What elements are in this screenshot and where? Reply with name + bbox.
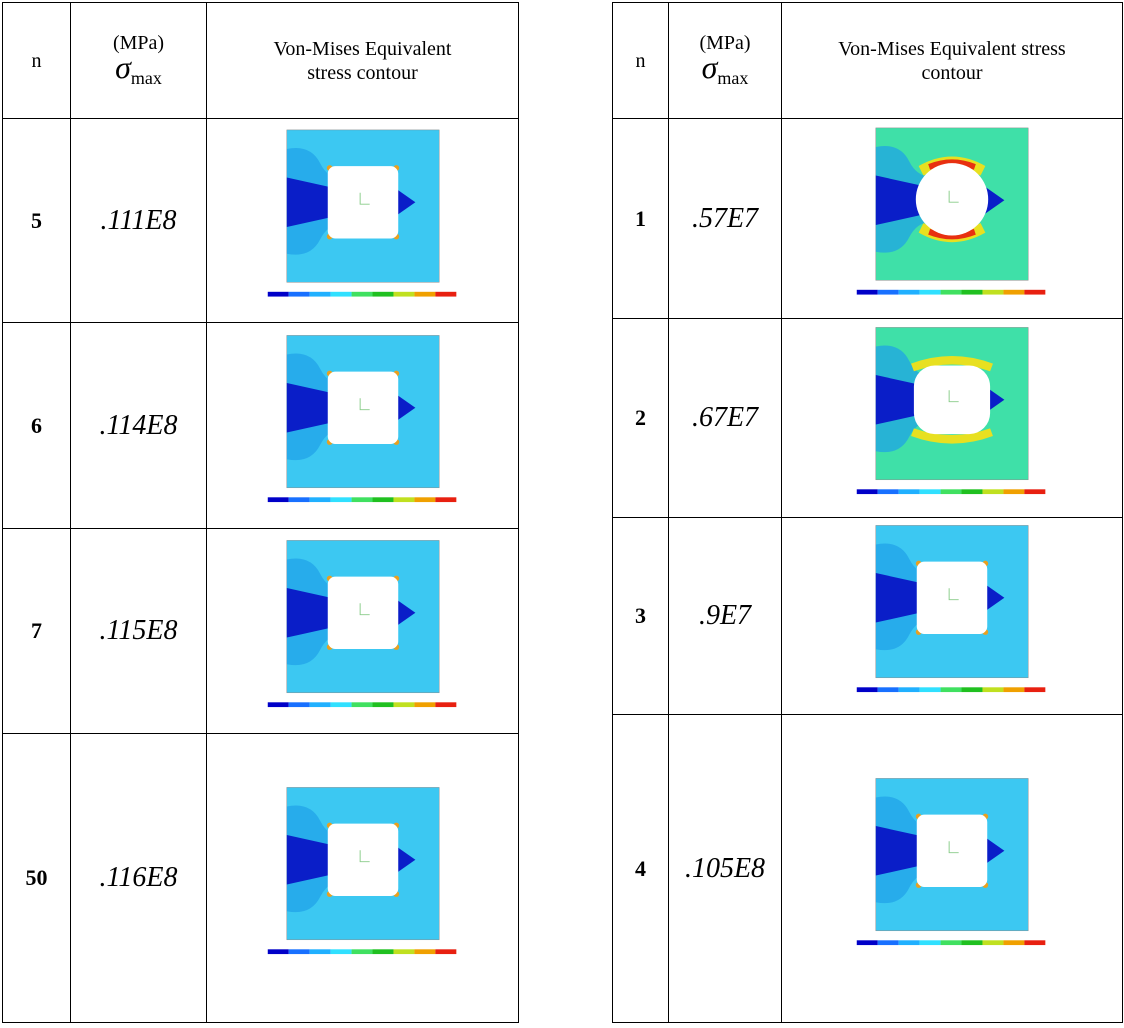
row: 50 .116E8 xyxy=(3,734,519,1023)
contour-cell xyxy=(782,715,1123,1023)
header-contour: Von-Mises Equivalent stress xyxy=(782,37,1122,61)
sigma-value: .57E7 xyxy=(692,203,758,234)
n-cell: 3 xyxy=(613,518,669,715)
n-value: 6 xyxy=(31,413,42,438)
n-cell: 4 xyxy=(613,715,669,1023)
row: 6 .114E8 xyxy=(3,323,519,529)
stress-contour xyxy=(852,769,1052,964)
header-contour: stress contour xyxy=(207,61,518,85)
sigma-value: .111E8 xyxy=(101,205,177,236)
stress-contour xyxy=(852,321,1052,510)
header-unit: (MPa) xyxy=(669,31,781,55)
contour-cell xyxy=(207,734,519,1023)
header-symbol: σ xyxy=(702,49,718,85)
page: {"left_table":{"header":{"n":"n","unit":… xyxy=(0,0,1124,1028)
n-value: 7 xyxy=(31,618,42,643)
header-symbol: σ xyxy=(115,49,131,85)
n-value: 5 xyxy=(31,208,42,233)
header-n: n xyxy=(636,50,646,72)
sigma-cell: .57E7 xyxy=(669,119,782,319)
header-cell: (MPa)σmax xyxy=(669,3,782,119)
n-value: 2 xyxy=(635,405,646,430)
stress-contour xyxy=(263,778,463,973)
sigma-value: .67E7 xyxy=(692,402,758,433)
header-n: n xyxy=(32,50,42,72)
n-value: 1 xyxy=(635,206,646,231)
n-cell: 2 xyxy=(613,319,669,518)
sigma-cell: .9E7 xyxy=(669,518,782,715)
n-cell: 6 xyxy=(3,323,71,529)
stress-contour xyxy=(852,520,1052,707)
sigma-cell: .115E8 xyxy=(71,529,207,734)
sigma-cell: .67E7 xyxy=(669,319,782,518)
sigma-value: .115E8 xyxy=(99,615,177,646)
sigma-value: .114E8 xyxy=(99,410,177,441)
contour-cell xyxy=(207,323,519,529)
contour-cell xyxy=(782,119,1123,319)
sigma-cell: .114E8 xyxy=(71,323,207,529)
stress-contour xyxy=(263,531,463,726)
n-cell: 1 xyxy=(613,119,669,319)
header-contour: Von-Mises Equivalent xyxy=(207,37,518,61)
contour-cell xyxy=(207,119,519,323)
contour-cell xyxy=(782,518,1123,715)
stress-contour xyxy=(263,326,463,521)
header-unit: (MPa) xyxy=(71,31,206,55)
contour-cell xyxy=(207,529,519,734)
header-contour: contour xyxy=(782,61,1122,85)
n-value: 4 xyxy=(635,856,646,881)
row: 5 .111E8 xyxy=(3,119,519,323)
header-cell: (MPa)σmax xyxy=(71,3,207,119)
sigma-value: .9E7 xyxy=(699,600,751,631)
contour-cell xyxy=(782,319,1123,518)
header-subscript: max xyxy=(717,68,748,88)
n-value: 3 xyxy=(635,603,646,628)
sigma-value: .116E8 xyxy=(99,862,177,893)
header-cell: n xyxy=(3,3,71,119)
row: 4 .105E8 xyxy=(613,715,1123,1023)
sigma-cell: .105E8 xyxy=(669,715,782,1023)
stress-contour xyxy=(263,121,463,315)
row: 1 .57E7 xyxy=(613,119,1123,319)
sigma-cell: .111E8 xyxy=(71,119,207,323)
sigma-cell: .116E8 xyxy=(71,734,207,1023)
row: 2 .67E7 xyxy=(613,319,1123,518)
sigma-value: .105E8 xyxy=(685,853,765,884)
stress-contour xyxy=(852,121,1052,311)
n-cell: 7 xyxy=(3,529,71,734)
header-subscript: max xyxy=(131,68,162,88)
n-cell: 5 xyxy=(3,119,71,323)
n-cell: 50 xyxy=(3,734,71,1023)
header-cell: n xyxy=(613,3,669,119)
row: 7 .115E8 xyxy=(3,529,519,734)
row: 3 .9E7 xyxy=(613,518,1123,715)
n-value: 50 xyxy=(26,865,48,890)
